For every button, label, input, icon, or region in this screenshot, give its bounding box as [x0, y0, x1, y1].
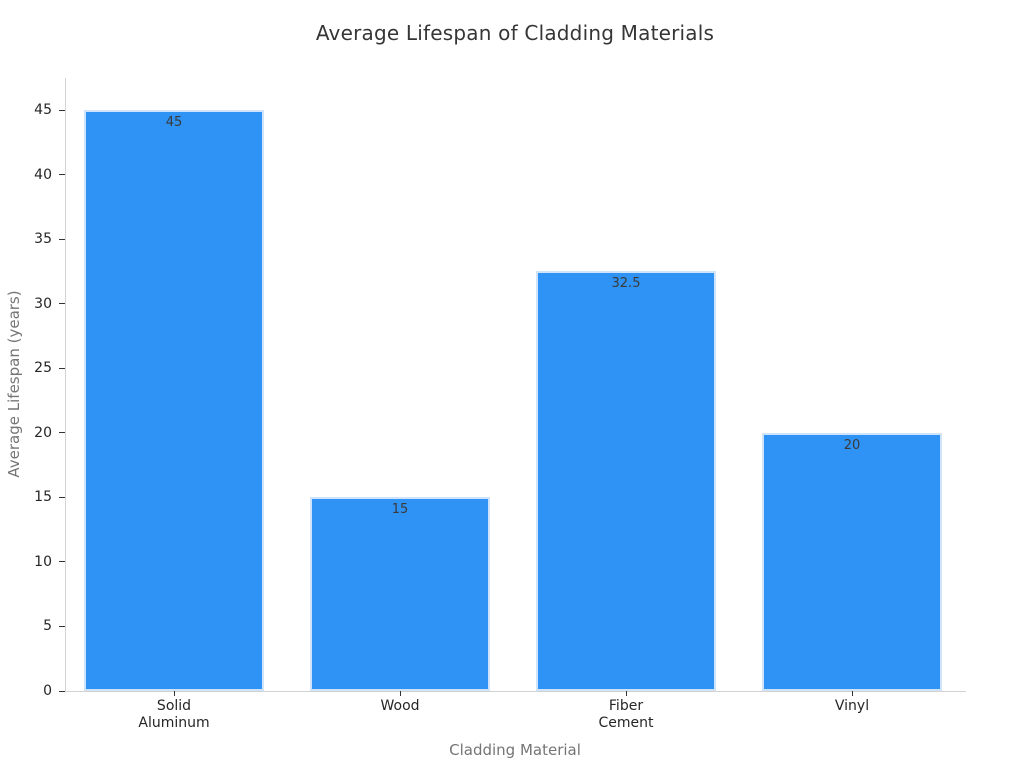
y-tick-mark: [59, 238, 65, 240]
x-tick-label: Wood: [380, 698, 420, 714]
bar: 20: [762, 432, 942, 691]
y-tick-label: 35: [34, 231, 52, 248]
bar: 15: [310, 497, 490, 691]
y-tick-label: 40: [34, 166, 52, 183]
y-tick-mark: [59, 174, 65, 176]
bar-value-label: 32.5: [611, 276, 641, 292]
y-tick-label: 10: [34, 553, 52, 570]
y-tick-mark: [59, 109, 65, 111]
x-tick-mark: [174, 691, 175, 696]
x-tick-label: Vinyl: [834, 698, 870, 714]
chart-title: Average Lifespan of Cladding Materials: [315, 21, 715, 45]
y-tick-label: 25: [34, 360, 52, 377]
x-tick-mark: [400, 691, 401, 696]
y-tick-mark: [59, 432, 65, 434]
y-tick-mark: [59, 496, 65, 498]
y-tick-label: 15: [34, 489, 52, 506]
bar: 45: [84, 110, 264, 691]
y-tick-label: 0: [43, 683, 52, 699]
bar: 32.5: [536, 271, 716, 691]
y-tick-label: 5: [43, 618, 52, 635]
y-tick-mark: [59, 561, 65, 563]
y-tick-mark: [59, 367, 65, 369]
x-tick-mark: [852, 691, 853, 696]
x-tick-mark: [626, 691, 627, 696]
y-tick-mark: [59, 690, 65, 692]
bar-value-label: 20: [843, 437, 861, 453]
y-axis-title: Average Lifespan (years): [5, 290, 23, 478]
x-tick-label: Fiber Cement: [598, 698, 654, 731]
y-tick-label: 45: [34, 102, 52, 118]
x-tick-label: Solid Aluminum: [138, 698, 210, 731]
bar-value-label: 15: [391, 502, 409, 518]
y-tick-mark: [59, 625, 65, 627]
y-tick-label: 20: [34, 424, 52, 441]
y-tick-label: 30: [34, 295, 52, 312]
x-axis-title: Cladding Material: [449, 741, 581, 759]
bar-value-label: 45: [165, 115, 183, 130]
plot-area: 0 5 10 15 20 25 30 35 40 45 45 Solid Aluminum 15 Wood…: [34, 78, 966, 731]
y-tick-mark: [59, 303, 65, 305]
